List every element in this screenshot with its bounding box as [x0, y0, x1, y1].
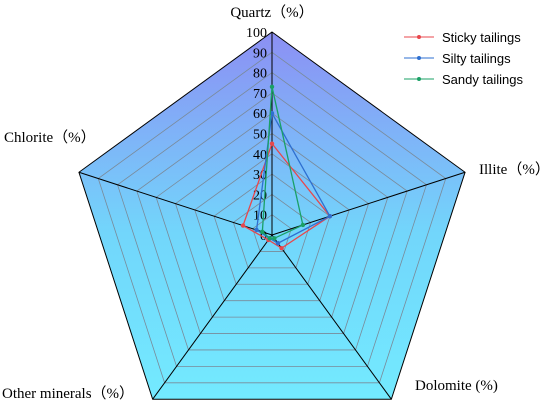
data-point-1-dolomite: [275, 241, 281, 246]
tick-label-60: 60: [253, 107, 267, 122]
tick-label-70: 70: [253, 87, 267, 102]
tick-label-100: 100: [246, 26, 267, 41]
data-point-2-quartz: [269, 84, 275, 90]
series-line-2: [261, 86, 304, 239]
tick-label-10: 10: [253, 209, 267, 224]
data-point-1-illite: [327, 213, 333, 219]
grid-ring-30: [213, 173, 331, 285]
data-point-0-chlorite: [240, 223, 246, 228]
legend-marker-silty: [417, 56, 421, 60]
data-point-2-chlorite: [260, 229, 265, 235]
data-point-2-other-minerals: [267, 236, 272, 241]
legend-label-sandy: Sandy tailings: [442, 72, 523, 87]
tick-label-50: 50: [253, 128, 267, 143]
tick-label-80: 80: [253, 67, 267, 82]
axis-title-other-minerals: Other minerals（%）: [2, 385, 134, 402]
radar-grid: [97, 51, 447, 384]
legend-marker-sticky: [417, 35, 421, 39]
data-series: [240, 84, 333, 251]
data-point-2-dolomite: [272, 236, 277, 241]
grid-ring-80: [117, 72, 427, 367]
chart-legend: Sticky tailings Silty tailings Sandy tai…: [404, 30, 523, 87]
axis-spoke-other-minerals: [152, 234, 273, 400]
tick-label-90: 90: [253, 46, 267, 61]
grid-ring-70: [136, 92, 408, 351]
grid-ring-40: [194, 153, 350, 302]
axis-title-illite: Illite（%）: [479, 161, 550, 178]
series-line-0: [242, 142, 331, 249]
axis-title-quartz: Quartz（%）: [230, 4, 313, 21]
data-point-2-illite: [300, 222, 306, 228]
axis-spoke-chlorite: [78, 171, 273, 236]
axis-spoke-dolomite: [271, 234, 392, 400]
axis-title-chlorite: Chlorite（%）: [4, 129, 96, 146]
data-point-0-dolomite: [279, 245, 284, 251]
tick-label-40: 40: [253, 148, 267, 163]
legend-label-sticky: Sticky tailings: [442, 30, 521, 45]
series-line-1: [255, 111, 331, 244]
grid-ring-90: [97, 51, 447, 384]
grid-ring-20: [232, 193, 312, 269]
tick-label-20: 20: [253, 188, 267, 203]
grid-ring-60: [155, 112, 389, 334]
data-point-1-chlorite: [254, 227, 259, 233]
axis-title-dolomite: Dolomite (%): [415, 378, 498, 394]
grid-ring-10: [252, 214, 292, 252]
series-sandy-tailings: [260, 84, 306, 241]
grid-ring-50: [174, 133, 370, 318]
data-point-0-quartz: [269, 141, 275, 146]
legend-marker-sandy: [417, 77, 421, 81]
legend-label-silty: Silty tailings: [442, 51, 511, 66]
